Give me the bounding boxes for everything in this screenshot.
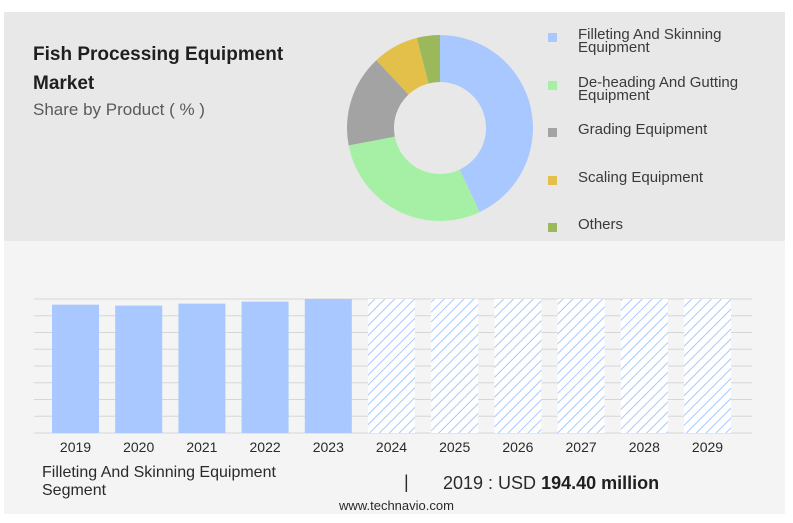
donut-slice-de-heading-and-gutting-equipment (348, 136, 480, 221)
x-tick-label-2026: 2026 (502, 439, 533, 455)
x-tick-label-2023: 2023 (313, 439, 344, 455)
legend-swatch (548, 33, 557, 42)
segment-label: Filleting And Skinning Equipment Segment (42, 464, 276, 499)
x-tick-label-2024: 2024 (376, 439, 407, 455)
segment-value: 2019 : USD 194.40 million (443, 473, 659, 494)
x-tick-label-2022: 2022 (250, 439, 281, 455)
x-tick-label-2020: 2020 (123, 439, 154, 455)
legend-label: Scaling Equipment (578, 169, 704, 186)
donut-slice-scaling-equipment (376, 37, 429, 95)
bar-forecast-2029 (684, 299, 731, 433)
x-tick-label-2021: 2021 (186, 439, 217, 455)
donut-chart (347, 35, 533, 221)
bar-2023 (304, 299, 352, 433)
bar-forecast-2026 (494, 299, 542, 433)
value-amount: 194.40 million (541, 473, 660, 493)
x-tick-label-2029: 2029 (692, 439, 723, 455)
bar-forecast-2024 (368, 299, 415, 433)
bar-forecast-2025 (431, 299, 479, 433)
x-tick-label-2025: 2025 (439, 439, 470, 455)
chart-subtitle: Share by Product ( % ) (33, 100, 205, 119)
bar-2019 (52, 304, 99, 433)
bar-2021 (178, 303, 226, 433)
legend-label: Grading Equipment (578, 121, 708, 138)
legend-label: Others (578, 216, 624, 233)
x-tick-label-2019: 2019 (60, 439, 91, 455)
legend-label: De-heading And Gutting Equipment (578, 74, 739, 104)
value-prefix: 2019 : USD (443, 473, 537, 493)
legend-label: Filleting And Skinning Equipment (578, 26, 722, 56)
bar-forecast-2028 (620, 299, 668, 433)
donut-slice-others (416, 35, 440, 84)
footer-separator: | (404, 472, 409, 492)
source-link[interactable]: www.technavio.com (339, 498, 454, 513)
legend-swatch (548, 128, 557, 137)
legend-swatch (548, 223, 557, 232)
chart-title: Fish Processing Equipment Market (33, 44, 284, 94)
bar-2022 (241, 301, 289, 433)
legend-swatch (548, 81, 557, 90)
bar-forecast-2027 (557, 299, 605, 433)
x-tick-label-2028: 2028 (629, 439, 660, 455)
bar-2020 (115, 305, 163, 433)
donut-slice-filleting-and-skinning-equipment (440, 35, 533, 213)
legend-swatch (548, 176, 557, 185)
x-tick-label-2027: 2027 (566, 439, 597, 455)
donut-slice-grading-equipment (347, 60, 409, 146)
